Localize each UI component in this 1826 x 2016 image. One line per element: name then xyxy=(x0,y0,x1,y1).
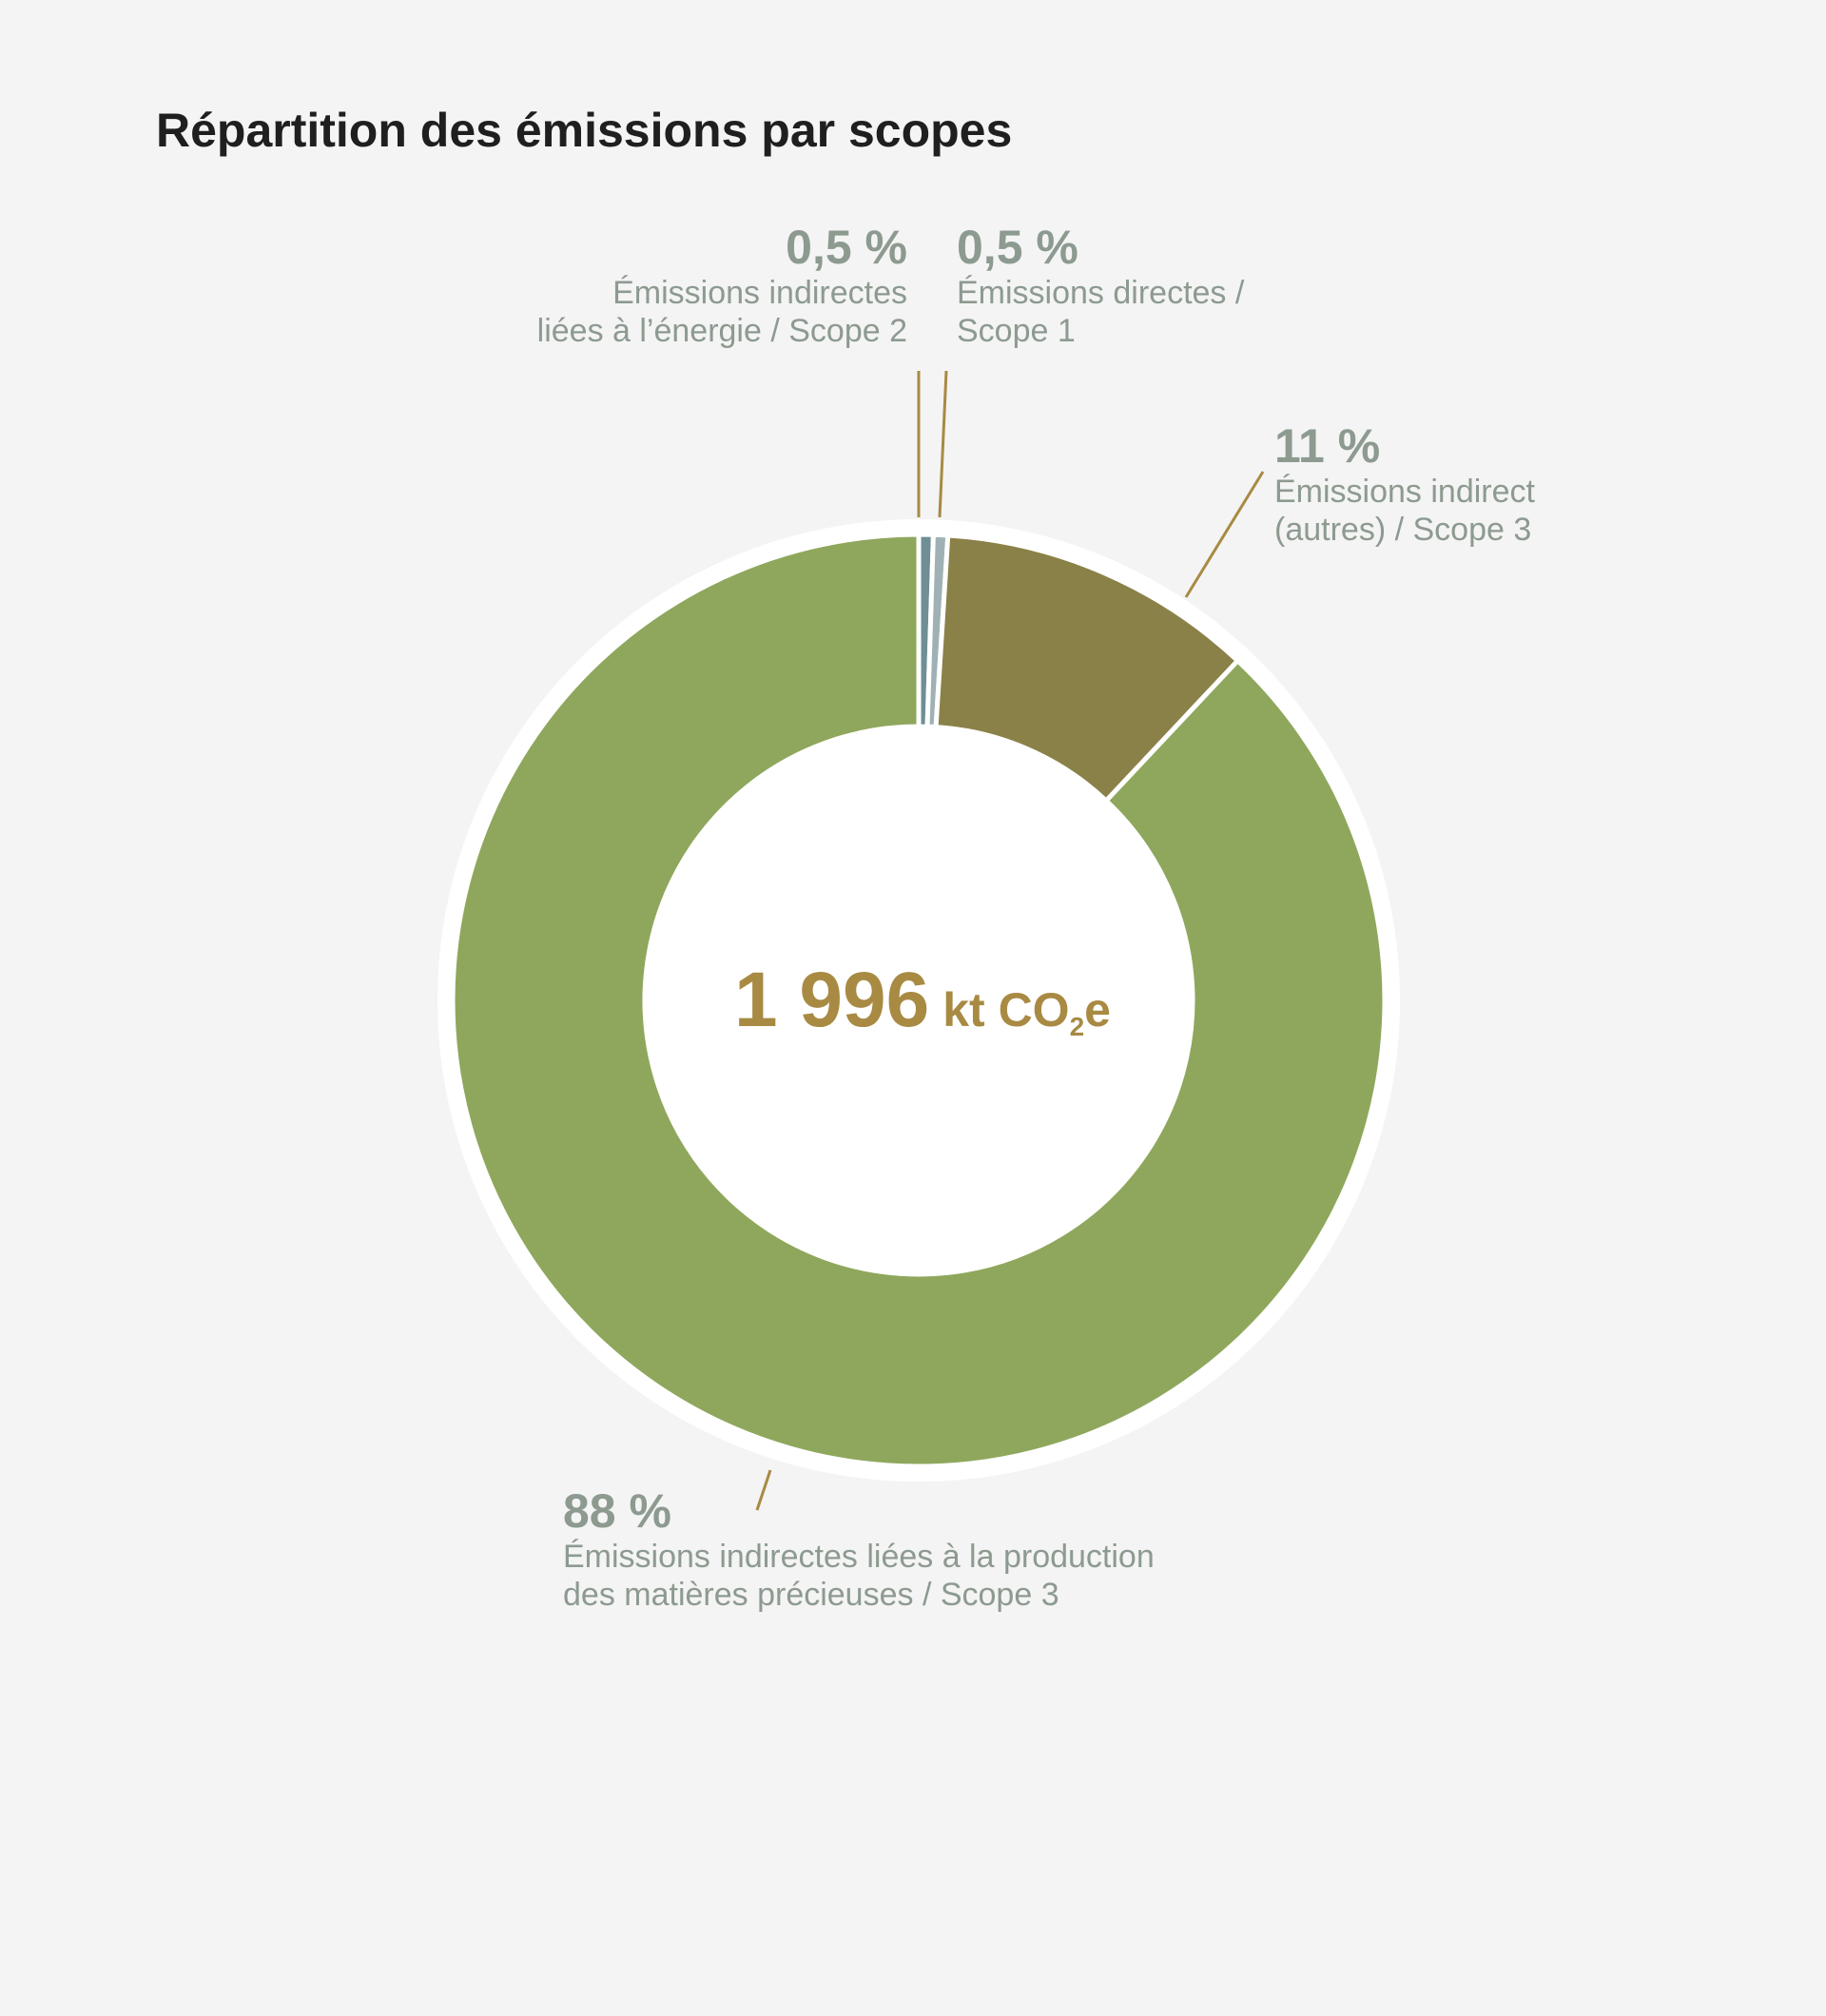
label-scope2: 0,5 % Émissions indirectes liées à l’éne… xyxy=(537,221,907,350)
total-emissions: 1 996 kt CO2e xyxy=(734,956,1111,1045)
chart-title: Répartition des émissions par scopes xyxy=(156,104,1013,157)
total-emissions-value: 1 996 xyxy=(734,957,930,1043)
scope2-desc-line1: Émissions indirectes xyxy=(612,275,907,311)
scope3-other-percent: 11 % xyxy=(1274,419,1381,473)
unit-subscript: 2 xyxy=(1069,1012,1085,1041)
label-scope1: 0,5 % Émissions directes / Scope 1 xyxy=(957,221,1244,350)
label-scope3-other: 11 % Émissions indirect (autres) / Scope… xyxy=(1274,419,1535,549)
scope3-other-desc-line1: Émissions indirect xyxy=(1274,474,1535,510)
scope1-percent: 0,5 % xyxy=(957,221,1078,274)
scope2-desc-line2: liées à l’énergie / Scope 2 xyxy=(536,313,907,349)
leader-lines xyxy=(755,370,1265,1511)
total-emissions-unit: kt CO2e xyxy=(942,983,1111,1041)
scope3-other-desc-line2: (autres) / Scope 3 xyxy=(1274,512,1532,548)
leader-line-scope3-precious xyxy=(755,1469,772,1511)
leader-line-scope3-other xyxy=(1184,471,1265,598)
scope2-percent: 0,5 % xyxy=(786,221,907,274)
donut-slices xyxy=(450,532,1388,1469)
scope1-desc-line1: Émissions directes / xyxy=(957,275,1245,311)
scope3-precious-desc-line2: des matières précieuses / Scope 3 xyxy=(563,1577,1059,1613)
leader-line-scope1 xyxy=(938,370,948,518)
scope3-precious-desc-line1: Émissions indirectes liées à la producti… xyxy=(563,1539,1155,1575)
label-scope3-precious: 88 % Émissions indirectes liées à la pro… xyxy=(563,1484,1155,1614)
unit-suffix: e xyxy=(1084,983,1111,1037)
scope1-desc-line2: Scope 1 xyxy=(957,313,1076,349)
scope3-precious-percent: 88 % xyxy=(563,1484,671,1538)
unit-prefix: kt CO xyxy=(942,983,1070,1037)
donut-hole xyxy=(645,727,1193,1274)
